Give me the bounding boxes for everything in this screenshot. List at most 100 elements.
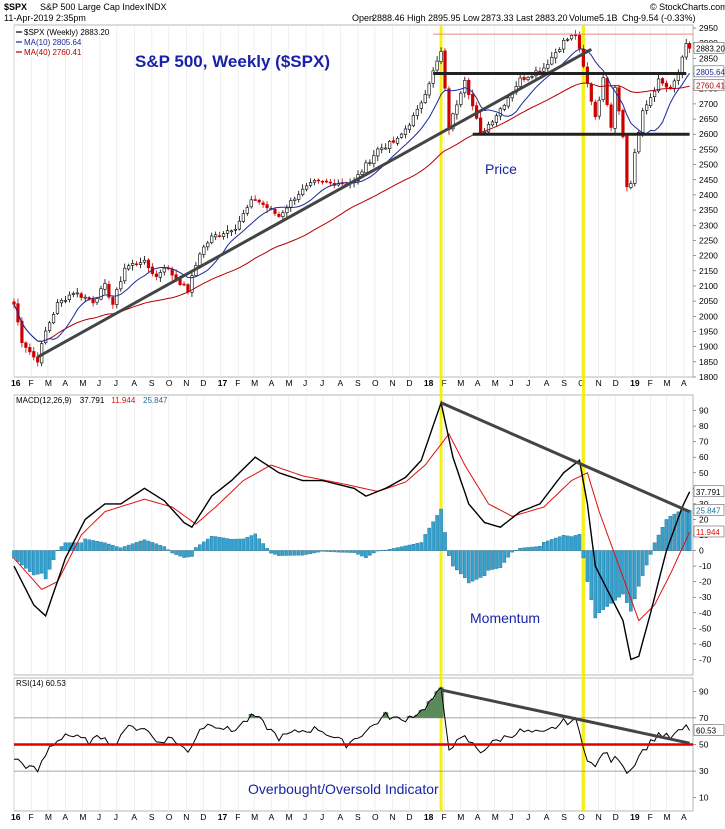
x-tick-label: F: [235, 812, 240, 822]
histogram-bar: [474, 550, 479, 580]
histogram-bar: [407, 544, 412, 551]
histogram-bar: [561, 535, 566, 551]
histogram-bar: [546, 540, 550, 551]
candle-body: [376, 148, 380, 157]
x-tick-label: J: [509, 812, 513, 822]
histogram-bar: [573, 535, 578, 551]
histogram-bar: [237, 538, 242, 551]
candle-body: [103, 283, 107, 290]
candle-body: [55, 302, 60, 314]
candle-body: [24, 342, 28, 348]
x-tick-label: F: [235, 378, 240, 388]
last-label: Last: [516, 13, 534, 23]
price-y-tick-label: 2450: [699, 175, 718, 185]
candle-body: [67, 294, 71, 300]
candle-body: [12, 301, 16, 305]
x-tick-label: F: [29, 812, 34, 822]
histogram-bar: [312, 550, 317, 554]
x-tick-label: 19: [630, 812, 640, 822]
candle-body: [95, 298, 99, 303]
price-y-tick-label: 2200: [699, 251, 718, 261]
histogram-bar: [304, 550, 309, 555]
ma40-value-tag: 2760.41: [696, 82, 725, 91]
candle-body: [107, 283, 111, 298]
histogram-bar: [12, 550, 16, 559]
candle-body: [44, 330, 48, 343]
histogram-bar: [375, 550, 380, 552]
histogram-bar: [553, 537, 558, 551]
histogram-bar: [621, 550, 625, 595]
histogram-bar: [324, 550, 329, 552]
candle-body: [427, 83, 431, 96]
candle-body: [392, 140, 396, 143]
histogram-bar: [31, 550, 36, 576]
candle-body: [162, 267, 166, 273]
histogram-bar: [419, 542, 424, 551]
rsi-legend-entry: RSI(14) 60.53: [16, 679, 66, 688]
histogram-bar: [150, 542, 155, 551]
candle-body: [652, 90, 657, 98]
candle-body: [297, 194, 301, 200]
histogram-bar: [51, 550, 56, 561]
rsi-y-tick-label: 70: [699, 713, 709, 723]
x-tick-label: 17: [218, 378, 228, 388]
candle-body: [261, 202, 265, 205]
candle-body: [494, 115, 499, 123]
histogram-bar: [577, 534, 582, 551]
x-tick-label: N: [389, 378, 395, 388]
candle-body: [585, 66, 589, 84]
histogram-bar: [514, 549, 518, 551]
histogram-bar: [352, 550, 356, 553]
histogram-bar: [332, 550, 337, 553]
histogram-bar: [506, 550, 511, 558]
histogram-bar: [213, 536, 218, 551]
header-exchange: INDX: [145, 2, 167, 12]
histogram-bar: [265, 548, 269, 551]
histogram-bar: [391, 548, 396, 551]
histogram-bar: [348, 550, 352, 553]
x-tick-label: O: [578, 812, 585, 822]
x-tick-label: M: [286, 812, 293, 822]
candle-body: [688, 43, 692, 49]
histogram-bar: [431, 521, 435, 551]
histogram-bar: [87, 539, 91, 551]
candle-body: [368, 162, 372, 165]
x-tick-label: O: [166, 378, 173, 388]
overbought-fill: [248, 687, 579, 718]
ma40-value-tag-bg: [693, 79, 725, 91]
candle-body: [435, 60, 439, 71]
histogram-bar: [186, 550, 190, 558]
candle-body: [479, 117, 483, 133]
histogram-bar: [320, 550, 325, 552]
candle-body: [320, 180, 325, 183]
price-annotation: Price: [485, 161, 517, 177]
histogram-bar: [368, 550, 372, 556]
x-tick-label: M: [457, 378, 464, 388]
histogram-bar: [83, 538, 87, 551]
histogram-bar: [107, 543, 111, 551]
histogram-bar: [549, 539, 554, 551]
x-tick-label: J: [303, 378, 307, 388]
macd-y-tick-label: 50: [699, 468, 709, 478]
x-tick-label: A: [681, 378, 687, 388]
x-tick-label: 19: [630, 378, 640, 388]
x-tick-label: J: [114, 378, 118, 388]
x-tick-label: A: [62, 378, 68, 388]
candle-body: [249, 199, 253, 208]
price-y-tick-label: 1900: [699, 342, 718, 352]
histogram-bar: [668, 516, 673, 551]
candle-body: [641, 110, 645, 133]
candle-body: [498, 108, 502, 117]
histogram-bar: [225, 538, 230, 551]
macd-y-tick-label: 80: [699, 421, 709, 431]
x-tick-label: J: [114, 812, 118, 822]
histogram-bar: [502, 550, 507, 563]
candle-body: [388, 140, 392, 149]
histogram-bar: [217, 537, 222, 551]
histogram-bar: [316, 550, 321, 553]
histogram-bar: [99, 541, 103, 551]
high-value: 2895.95: [428, 13, 461, 23]
x-tick-label: D: [200, 812, 206, 822]
histogram-bar: [387, 549, 392, 551]
x-tick-label: A: [681, 812, 687, 822]
